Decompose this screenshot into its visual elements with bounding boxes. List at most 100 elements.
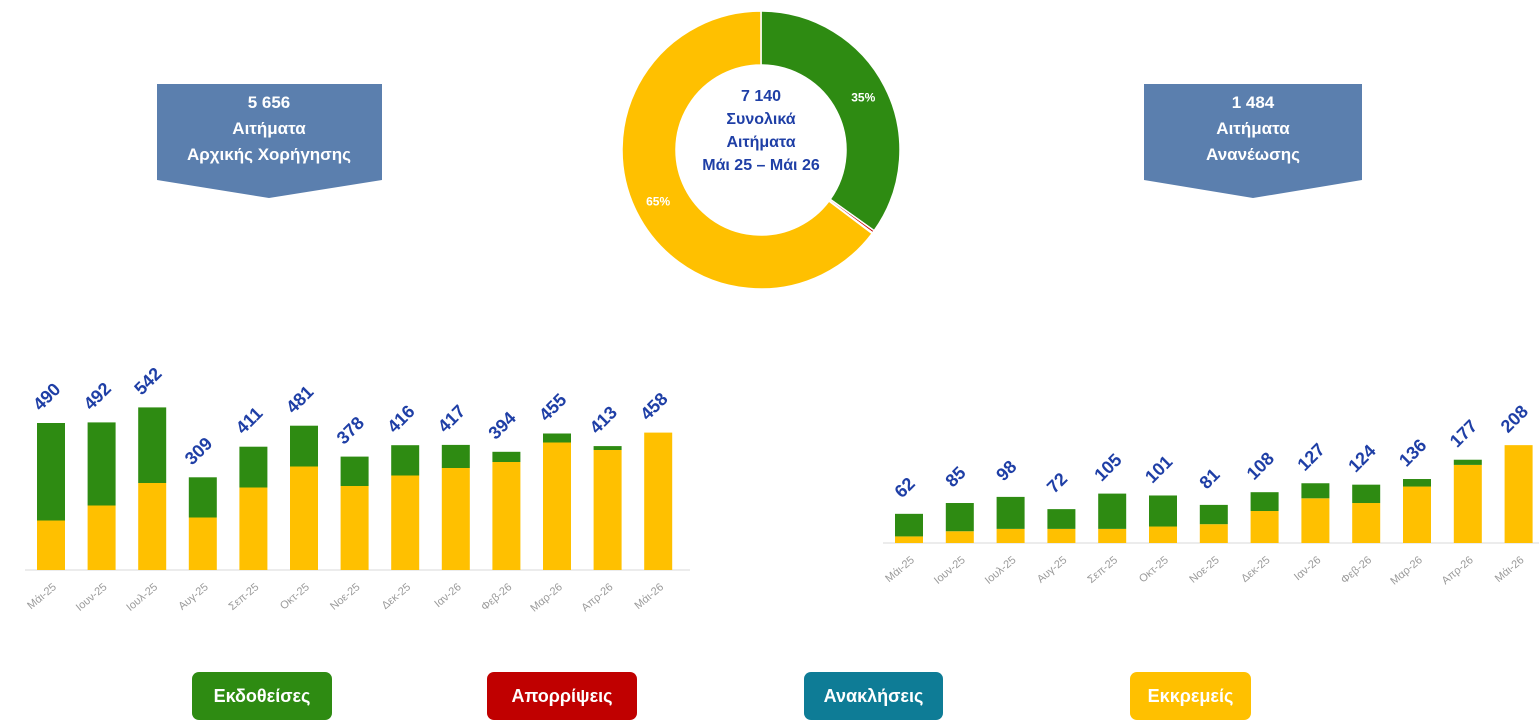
x-tick-label: Δεκ-25 [1239,554,1272,585]
x-tick-label: Απρ-26 [579,581,615,614]
bar-segment-issued [1403,479,1431,487]
bar-segment-pending [997,529,1025,543]
bar-segment-issued [1149,495,1177,526]
bar-segment-pending [88,506,116,571]
bar-segment-issued [138,407,166,483]
donut-center-line3: Μάι 25 – Μάι 26 [702,157,820,174]
bar-total-label: 85 [941,463,969,491]
bar-total-label: 108 [1243,448,1278,483]
bar-segment-pending [492,462,520,570]
x-tick-label: Ιουν-25 [74,581,110,614]
bar-total-label: 542 [130,363,165,398]
bar-total-label: 378 [333,413,368,448]
x-tick-label: Νοε-25 [328,581,362,613]
legend-revoked: Ανακλήσεις [804,672,943,720]
bar-segment-issued [895,514,923,537]
bar-total-label: 62 [891,473,919,501]
x-tick-label: Φεβ-26 [479,581,514,613]
bar-total-label: 309 [181,433,216,468]
bar-segment-issued [1352,485,1380,503]
bar-segment-pending [442,468,470,570]
x-tick-label: Σεπ-25 [1085,554,1120,586]
bar-segment-issued [239,447,267,488]
bar-total-label: 124 [1344,441,1379,476]
bar-segment-pending [341,486,369,570]
bar-segment-issued [391,445,419,475]
bar-segment-issued [492,452,520,462]
x-tick-label: Μάι-25 [883,554,917,585]
bar-total-label: 490 [29,379,64,414]
bar-segment-issued [88,422,116,505]
x-tick-label: Μαρ-26 [1388,554,1425,587]
bar-segment-pending [644,433,672,570]
bar-segment-pending [946,531,974,543]
x-tick-label: Δεκ-25 [380,581,413,612]
bar-segment-pending [1352,503,1380,543]
bar-segment-pending [138,483,166,570]
x-tick-label: Απρ-26 [1440,554,1476,587]
bar-segment-issued [442,445,470,468]
legend-pending: Εκκρεμείς [1130,672,1251,720]
x-tick-label: Ιουν-25 [932,554,968,587]
bar-total-label: 416 [383,401,418,436]
bar-segment-pending [1454,465,1482,543]
x-tick-label: Αυγ-25 [1035,554,1069,586]
bar-segment-pending [594,450,622,570]
x-tick-label: Ιουλ-25 [983,554,1019,587]
bar-segment-issued [1200,505,1228,524]
callout-right-number: 1 484 [1232,93,1275,112]
x-tick-label: Ιαν-26 [1292,554,1323,583]
bar-total-label: 208 [1497,401,1532,436]
callout-right-line2: Ανανέωσης [1206,145,1300,164]
callout-right-line1: Αιτήματα [1216,119,1290,138]
bar-segment-pending [1301,498,1329,543]
donut-center-label: 7 140 Συνολικά Αιτήματα Μάι 25 – Μάι 26 [702,88,820,174]
initial-grants-bar-chart: 490 Μάι-25 492 Ιουν-25 542 Ιουλ-25 309 Αυγ-25 41… [25,363,690,614]
donut-slice-label: 65% [646,194,670,208]
donut-center-number: 7 140 [741,88,781,105]
bar-total-label: 105 [1090,450,1125,485]
bar-segment-issued [189,477,217,517]
bar-segment-pending [1098,529,1126,543]
bar-segment-pending [543,443,571,571]
bar-total-label: 98 [992,456,1020,484]
bar-total-label: 394 [484,408,519,443]
bar-segment-pending [1251,511,1279,543]
bar-segment-pending [1403,487,1431,543]
bar-segment-pending [239,488,267,571]
bar-total-label: 81 [1195,464,1223,492]
bar-segment-issued [37,423,65,521]
bar-segment-pending [895,536,923,543]
donut-slice-label: 35% [851,90,875,104]
bar-total-label: 458 [636,389,671,424]
x-tick-label: Σεπ-25 [227,581,262,613]
callout-left-number: 5 656 [248,93,291,112]
donut-center-line2: Αιτήματα [726,134,795,151]
bar-total-label: 136 [1395,435,1430,470]
x-tick-label: Οκτ-25 [1137,554,1171,585]
callout-initial-grants: 5 656 Αιτήματα Αρχικής Χορήγησης [157,84,382,198]
x-tick-label: Μάι-26 [1493,554,1527,585]
bar-segment-issued [1251,492,1279,511]
bar-total-label: 481 [282,382,317,417]
bar-segment-pending [1505,445,1533,543]
bar-total-label: 455 [535,390,570,425]
bar-segment-issued [1454,460,1482,465]
bar-segment-issued [997,497,1025,529]
callout-left-line2: Αρχικής Χορήγησης [187,145,351,164]
bar-total-label: 417 [434,401,469,436]
bar-segment-pending [1047,529,1075,543]
legend-rejected: Απορρίψεις [487,672,637,720]
bar-segment-issued [1098,494,1126,529]
x-tick-label: Νοε-25 [1187,554,1221,586]
bar-segment-issued [290,426,318,467]
bar-segment-issued [1301,483,1329,498]
bar-segment-issued [594,446,622,450]
bar-segment-issued [341,457,369,486]
x-tick-label: Φεβ-26 [1339,554,1374,586]
x-tick-label: Οκτ-25 [278,581,312,612]
bar-total-label: 101 [1141,452,1176,487]
x-tick-label: Ιουλ-25 [124,581,160,614]
bar-segment-pending [1149,527,1177,543]
